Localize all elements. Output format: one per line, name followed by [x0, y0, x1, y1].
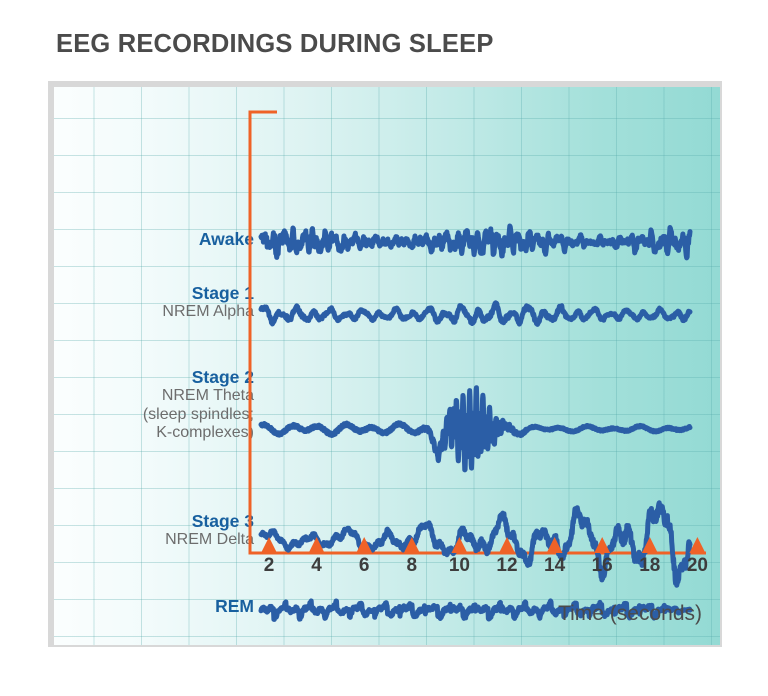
tick-marker-8	[403, 537, 420, 553]
row-label-stage2-sub-2: K-complexes)	[156, 424, 254, 442]
row-label-stage2-sub-0: NREM Theta	[161, 387, 254, 405]
page-title: EEG RECORDINGS DURING SLEEP	[56, 30, 494, 58]
x-tick-label-12: 12	[496, 555, 518, 576]
tick-marker-14	[546, 537, 563, 553]
eeg-trace-Stage 3 NREM Delta	[258, 500, 693, 588]
row-label-rem-main: REM	[215, 596, 254, 616]
row-label-rem: REM	[215, 596, 254, 616]
row-label-awake-main: Awake	[198, 229, 254, 249]
axis	[248, 110, 706, 555]
row-label-stage1-main: Stage 1	[191, 283, 254, 303]
row-label-stage1: Stage 1 NREM Alpha	[162, 283, 254, 322]
tick-marker-18	[641, 537, 658, 553]
row-label-awake: Awake	[199, 229, 254, 249]
eeg-trace-REM	[258, 598, 693, 622]
x-tick-label-20: 20	[686, 555, 708, 576]
tick-marker-6	[356, 537, 373, 553]
tick-marker-16	[594, 537, 611, 553]
x-tick-label-6: 6	[358, 555, 370, 576]
tick-marker-4	[308, 537, 325, 553]
axis-line	[248, 110, 706, 555]
tick-marker-10	[451, 537, 468, 553]
x-tick-label-10: 10	[448, 555, 470, 576]
tick-marker-2	[261, 537, 277, 553]
x-tick-label-14: 14	[544, 555, 566, 576]
eeg-trace-Stage 2 NREM Theta	[258, 385, 693, 473]
eeg-trace-Stage 1 NREM Alpha	[258, 300, 693, 327]
row-label-stage3-sub-0: NREM Delta	[165, 531, 254, 549]
eeg-trace-Awake	[258, 223, 693, 261]
tick-marker-20	[689, 537, 706, 553]
x-tick-label-2: 2	[263, 555, 275, 576]
x-tick-label-4: 4	[311, 555, 322, 576]
x-tick-label-16: 16	[591, 555, 613, 576]
tick-marker-12	[499, 537, 515, 553]
row-label-stage2-sub-1: (sleep spindles;	[142, 405, 254, 423]
x-tick-label-18: 18	[639, 555, 661, 576]
x-axis-title: Time (seconds)	[558, 602, 702, 625]
plot-area: Awake Stage 1 NREM Alpha Stage 2 NREM Th…	[54, 87, 720, 645]
row-label-stage2-main: Stage 2	[191, 367, 254, 387]
x-tick-label-8: 8	[406, 555, 418, 576]
row-label-stage3-main: Stage 3	[191, 511, 254, 531]
row-label-stage2: Stage 2 NREM Theta (sleep spindles; K-co…	[143, 367, 254, 443]
row-label-stage3: Stage 3 NREM Delta	[165, 511, 254, 550]
axis-tick-markers	[261, 537, 706, 553]
row-label-stage1-sub-0: NREM Alpha	[162, 303, 254, 321]
eeg-traces	[258, 223, 693, 622]
